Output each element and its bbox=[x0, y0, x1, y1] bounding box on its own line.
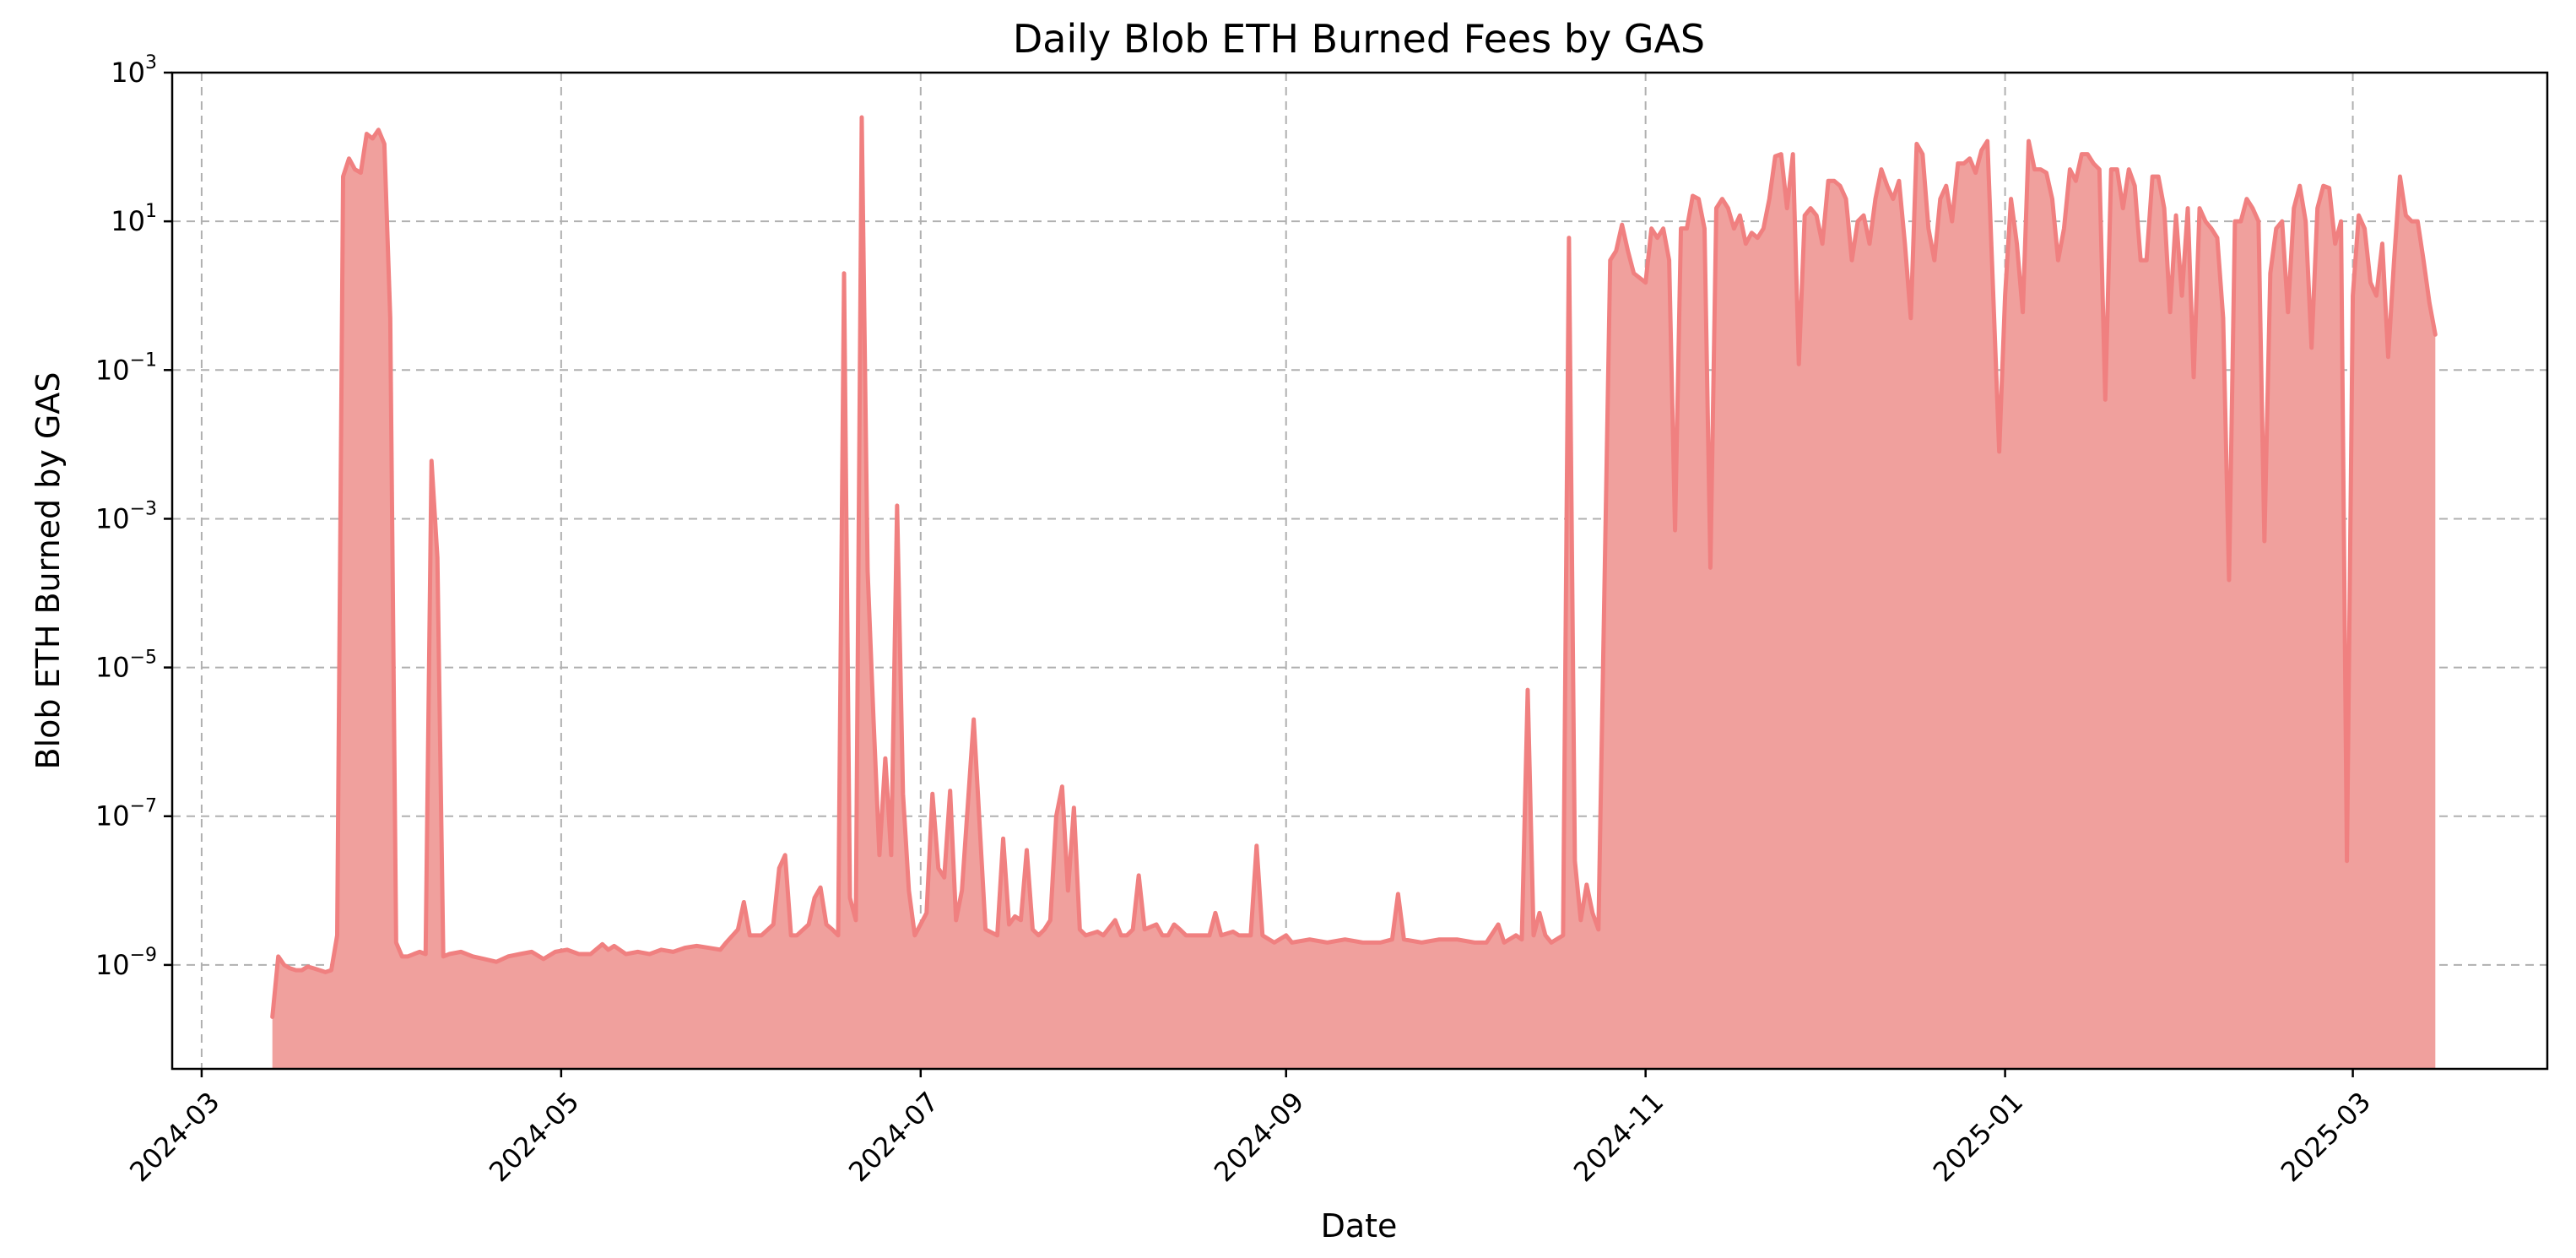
y-tick-label: 103 bbox=[111, 52, 157, 89]
x-tick-label: 2024-03 bbox=[123, 1086, 225, 1188]
series-area-fill bbox=[272, 117, 2436, 1069]
y-tick-base: 10 bbox=[95, 800, 130, 832]
y-tick-exponent: −5 bbox=[130, 648, 157, 669]
plot-area bbox=[270, 115, 2438, 1069]
y-tick-exponent: −1 bbox=[130, 350, 157, 371]
y-tick-label: 101 bbox=[111, 201, 157, 237]
y-tick-exponent: −9 bbox=[130, 945, 157, 966]
y-tick-base: 10 bbox=[95, 502, 130, 534]
x-tick-label: 2024-05 bbox=[483, 1086, 585, 1188]
y-axis-label: Blob ETH Burned by GAS bbox=[30, 372, 67, 770]
y-tick-base: 10 bbox=[111, 205, 145, 237]
x-tick-label: 2024-09 bbox=[1208, 1086, 1310, 1188]
y-tick-label: 10−9 bbox=[95, 945, 157, 981]
y-tick-label: 10−3 bbox=[95, 498, 157, 534]
x-axis-label: Date bbox=[1321, 1207, 1398, 1244]
y-tick-base: 10 bbox=[95, 949, 130, 981]
x-tick-label: 2024-07 bbox=[842, 1086, 944, 1188]
y-tick-base: 10 bbox=[95, 354, 130, 386]
y-tick-exponent: −3 bbox=[130, 498, 157, 519]
y-tick-base: 10 bbox=[111, 57, 145, 89]
x-tick-label: 2025-01 bbox=[1927, 1086, 2029, 1188]
y-tick-label: 10−5 bbox=[95, 648, 157, 684]
y-tick-base: 10 bbox=[95, 652, 130, 684]
y-tick-label: 10−1 bbox=[95, 350, 157, 386]
y-tick-exponent: 3 bbox=[145, 52, 157, 73]
x-axis: 2024-03 2024-05 2024-07 2024-09 2024-11 2025-… bbox=[123, 1069, 2377, 1188]
x-tick-label: 2024-11 bbox=[1567, 1086, 1670, 1188]
y-tick-exponent: −7 bbox=[130, 796, 157, 817]
plot-frame bbox=[170, 71, 2549, 1071]
series-line bbox=[270, 115, 2438, 1019]
x-tick-label: 2025-03 bbox=[2275, 1086, 2377, 1188]
y-tick-label: 10−7 bbox=[95, 796, 157, 832]
y-tick-exponent: 1 bbox=[145, 201, 157, 222]
chart-title: Daily Blob ETH Burned Fees by GAS bbox=[1013, 16, 1705, 62]
